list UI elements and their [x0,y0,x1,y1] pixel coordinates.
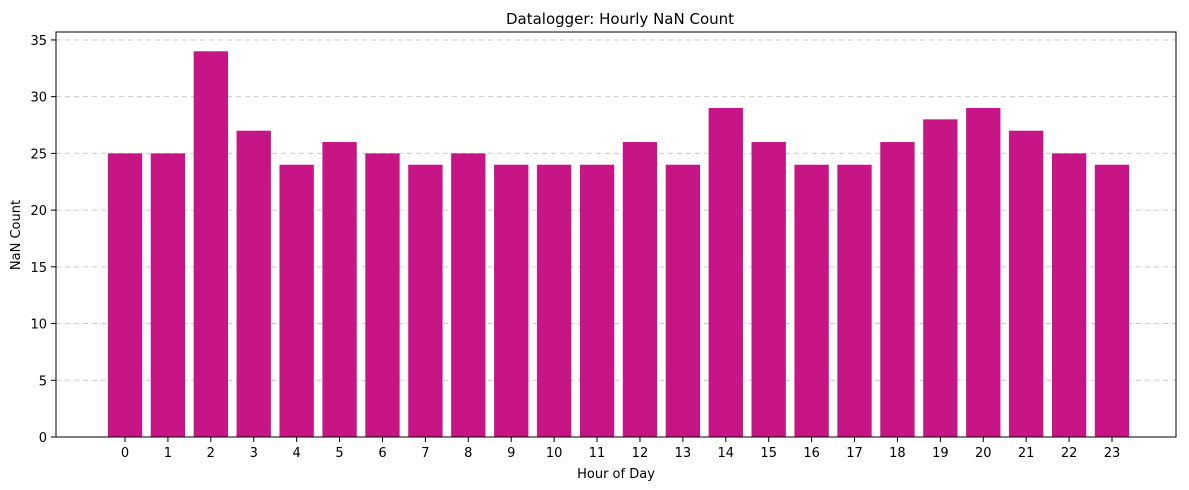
x-tick-label: 9 [507,446,515,461]
x-tick-label: 15 [760,446,777,461]
x-tick-label: 20 [975,446,992,461]
bar-hour-5 [322,142,357,437]
x-tick-label: 3 [250,446,258,461]
x-tick-label: 13 [675,446,692,461]
plot-frame [55,31,1177,438]
x-tick-label: 2 [207,446,215,461]
bar-hour-15 [751,142,786,437]
y-tick-label: 10 [30,318,47,333]
y-tick-label: 25 [30,147,47,162]
x-tick-label: 14 [718,446,735,461]
x-tick-label: 23 [1104,446,1121,461]
bar-hour-7 [408,164,443,438]
x-tick-label: 1 [164,446,172,461]
x-tick-label: 18 [889,446,906,461]
y-axis-label: NaN Count [9,200,24,270]
y-tick-label: 35 [30,34,47,49]
x-tick-label: 7 [421,446,429,461]
bar-hour-14 [708,108,743,438]
y-axis: 0 5 10 15 20 25 30 35 [30,34,56,446]
x-tick-label: 17 [846,446,863,461]
bar-hour-23 [1094,164,1130,438]
bar-hour-10 [536,164,572,438]
bar-hour-21 [1009,130,1044,437]
bar-hour-22 [1051,153,1087,438]
x-tick-label: 8 [464,446,472,461]
bar-hour-20 [966,108,1001,438]
bar-hour-6 [365,153,400,438]
bar-hour-18 [880,142,915,437]
bar-hour-8 [451,153,486,438]
x-tick-label: 21 [1018,446,1035,461]
x-tick-label: 16 [803,446,820,461]
y-tick-label: 5 [39,374,47,389]
bar-hour-1 [150,153,186,438]
x-tick-label: 0 [121,446,129,461]
gridlines [56,39,1176,381]
bar-hour-13 [665,164,701,438]
x-axis: 0 1 2 3 4 5 6 7 8 9 10 11 12 13 14 15 16 17 18 19 20 21 22 23 [121,437,1120,461]
bar-hour-4 [279,164,314,438]
bar-hour-3 [236,130,271,437]
bar-hour-2 [193,51,228,438]
bar-hour-11 [579,164,615,438]
chart-title: Datalogger: Hourly NaN Count [506,10,734,28]
y-tick-label: 15 [30,261,47,276]
bar-hour-17 [837,164,872,438]
x-tick-label: 6 [378,446,386,461]
x-tick-label: 19 [932,446,949,461]
x-tick-label: 10 [546,446,563,461]
x-tick-label: 12 [632,446,649,461]
x-axis-label: Hour of Day [577,467,655,482]
bar-hour-9 [494,164,529,438]
bar-hour-0 [107,153,143,438]
bars [107,51,1130,438]
bar-hour-12 [622,142,658,437]
y-tick-label: 20 [30,204,47,219]
x-tick-label: 5 [335,446,343,461]
bar-hour-19 [923,119,958,438]
y-tick-label: 30 [30,91,47,106]
bar-hour-16 [794,164,829,438]
x-tick-label: 4 [293,446,301,461]
x-tick-label: 22 [1061,446,1078,461]
y-tick-label: 0 [39,431,47,446]
x-tick-label: 11 [589,446,606,461]
